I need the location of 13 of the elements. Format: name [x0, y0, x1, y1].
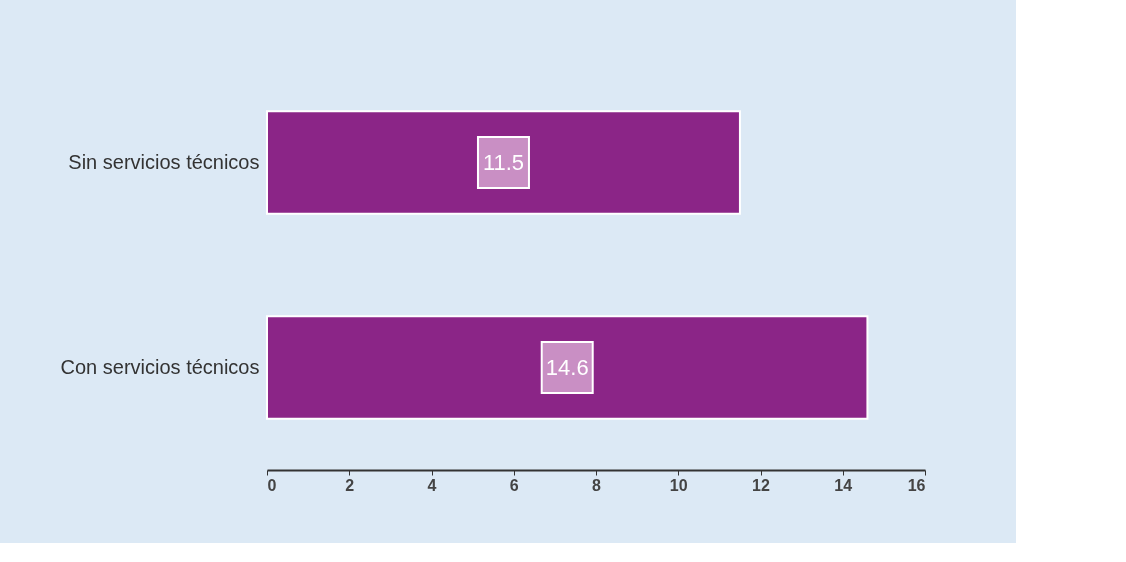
x-tick-label: 4 [427, 476, 437, 494]
data-label: 14.6 [545, 354, 589, 380]
x-tick-label: 10 [669, 476, 688, 494]
x-tick-label: 16 [907, 476, 926, 494]
y-tick-label: Sin servicios técnicos [68, 150, 260, 173]
x-tick-label: 6 [509, 476, 519, 494]
data-label: 11.5 [482, 149, 525, 175]
x-tick-label: 0 [267, 476, 277, 494]
x-tick-label: 8 [592, 476, 602, 494]
x-tick-label: 14 [834, 476, 853, 494]
x-tick-label: 2 [345, 476, 355, 494]
x-tick-label: 12 [752, 476, 770, 494]
y-tick-label: Con servicios técnicos [60, 355, 260, 378]
